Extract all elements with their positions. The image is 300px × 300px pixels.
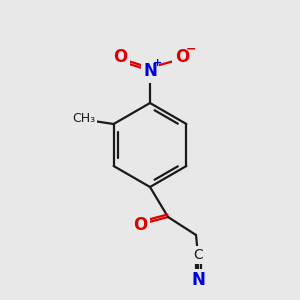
Text: CH₃: CH₃ (72, 112, 95, 125)
Text: −: − (186, 43, 196, 56)
Text: +: + (153, 58, 163, 68)
Text: C: C (193, 248, 203, 262)
Text: O: O (113, 48, 127, 66)
Text: O: O (133, 216, 147, 234)
Text: O: O (175, 48, 189, 66)
Text: N: N (143, 62, 157, 80)
Text: N: N (191, 271, 205, 289)
